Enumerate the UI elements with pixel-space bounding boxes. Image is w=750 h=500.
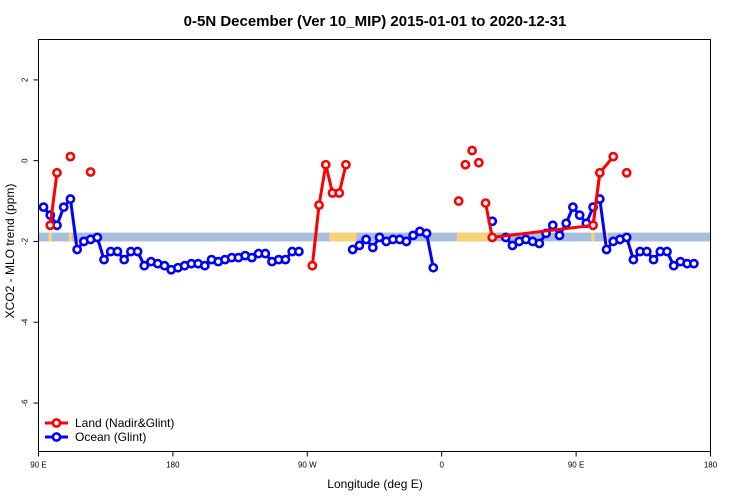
land-point <box>487 232 498 243</box>
land-point <box>320 159 331 170</box>
ocean-point <box>72 244 83 255</box>
ocean-point <box>554 230 565 241</box>
ocean-point <box>139 260 150 271</box>
ocean-point <box>280 254 291 265</box>
chart-title: 0-5N December (Ver 10_MIP) 2015-01-01 to… <box>184 13 567 30</box>
ocean-point <box>534 238 545 249</box>
x-tick-label: 90 E <box>568 461 584 470</box>
ocean-point <box>601 244 612 255</box>
x-tick-label: 180 <box>704 461 718 470</box>
land-band-segment <box>457 232 491 242</box>
series-layer <box>38 145 699 275</box>
land-point <box>594 167 605 178</box>
ocean-point <box>99 254 109 265</box>
ocean-point <box>668 260 679 271</box>
legend-label: Land (Nadir&Glint) <box>75 416 174 430</box>
ocean-point <box>361 234 371 245</box>
land-series-line <box>310 164 348 266</box>
ocean-band <box>38 232 711 242</box>
land-point <box>341 159 351 170</box>
land-point <box>45 220 56 231</box>
ocean-point <box>568 202 578 213</box>
land-point <box>85 167 96 177</box>
ocean-point <box>119 254 130 265</box>
ocean-point <box>347 244 358 255</box>
ocean-point <box>65 194 76 204</box>
land-series-line <box>48 172 59 226</box>
ocean-point <box>260 248 271 259</box>
y-tick-label: -2 <box>21 237 30 245</box>
ocean-point <box>159 260 170 271</box>
land-band-segment <box>329 232 357 242</box>
ocean-point <box>648 254 659 265</box>
y-axis-label: XCO2 - MLO trend (ppm) <box>3 184 17 319</box>
ocean-point <box>621 232 632 243</box>
axis-ticks: 90 E 180 90 W 0 90 E 180 2 0 -2 -4 -6 <box>21 77 718 469</box>
x-tick-label: 90 W <box>298 461 317 470</box>
ocean-point <box>688 258 699 269</box>
ocean-point <box>38 202 49 213</box>
land-band-segment <box>591 232 595 242</box>
land-point <box>314 200 324 211</box>
y-tick-label: -6 <box>21 399 30 407</box>
x-tick-label: 0 <box>439 461 444 470</box>
ocean-point <box>408 230 419 241</box>
land-point <box>473 157 484 168</box>
ocean-point <box>354 240 365 251</box>
land-point <box>52 167 62 178</box>
ocean-point <box>507 240 518 251</box>
y-tick-label: -4 <box>21 318 30 326</box>
x-tick-label: 180 <box>166 461 180 470</box>
ocean-point <box>401 236 412 247</box>
ocean-point <box>662 246 672 257</box>
ocean-point <box>547 220 558 231</box>
land-point <box>334 188 345 198</box>
ocean-point <box>112 246 123 257</box>
land-band-segment <box>68 232 73 242</box>
legend: Land (Nadir&Glint)Ocean (Glint) <box>45 416 174 444</box>
land-series-line <box>591 172 602 226</box>
ocean-point <box>132 246 143 257</box>
ocean-point <box>367 242 378 253</box>
ocean-point <box>421 228 432 239</box>
land-point <box>307 260 318 271</box>
ocean-point <box>58 202 69 213</box>
plot-frame <box>38 39 711 452</box>
legend-label: Ocean (Glint) <box>75 430 146 444</box>
ocean-point <box>428 262 439 273</box>
legend-swatch-marker <box>51 418 62 428</box>
land-point <box>480 198 491 208</box>
y-tick-label: 0 <box>21 158 30 163</box>
ocean-point <box>641 246 652 257</box>
x-tick-label: 90 E <box>30 461 46 470</box>
ocean-point <box>199 260 210 271</box>
land-point <box>460 159 471 170</box>
land-point <box>467 145 478 156</box>
ocean-point <box>92 232 103 243</box>
y-tick-label: 2 <box>21 77 30 82</box>
legend-swatch-marker <box>51 432 62 442</box>
land-band-segment <box>48 232 52 242</box>
ocean-point <box>561 218 572 229</box>
land-point <box>621 167 632 178</box>
land-point <box>65 151 76 162</box>
ocean-point <box>246 252 257 263</box>
ocean-point <box>293 246 304 257</box>
land-point <box>588 220 598 231</box>
land-point <box>453 196 464 206</box>
x-axis-label: Longitude (deg E) <box>327 477 422 491</box>
ocean-point <box>574 210 585 221</box>
ocean-point <box>374 232 385 243</box>
land-point <box>608 151 619 162</box>
ocean-point <box>628 254 639 265</box>
